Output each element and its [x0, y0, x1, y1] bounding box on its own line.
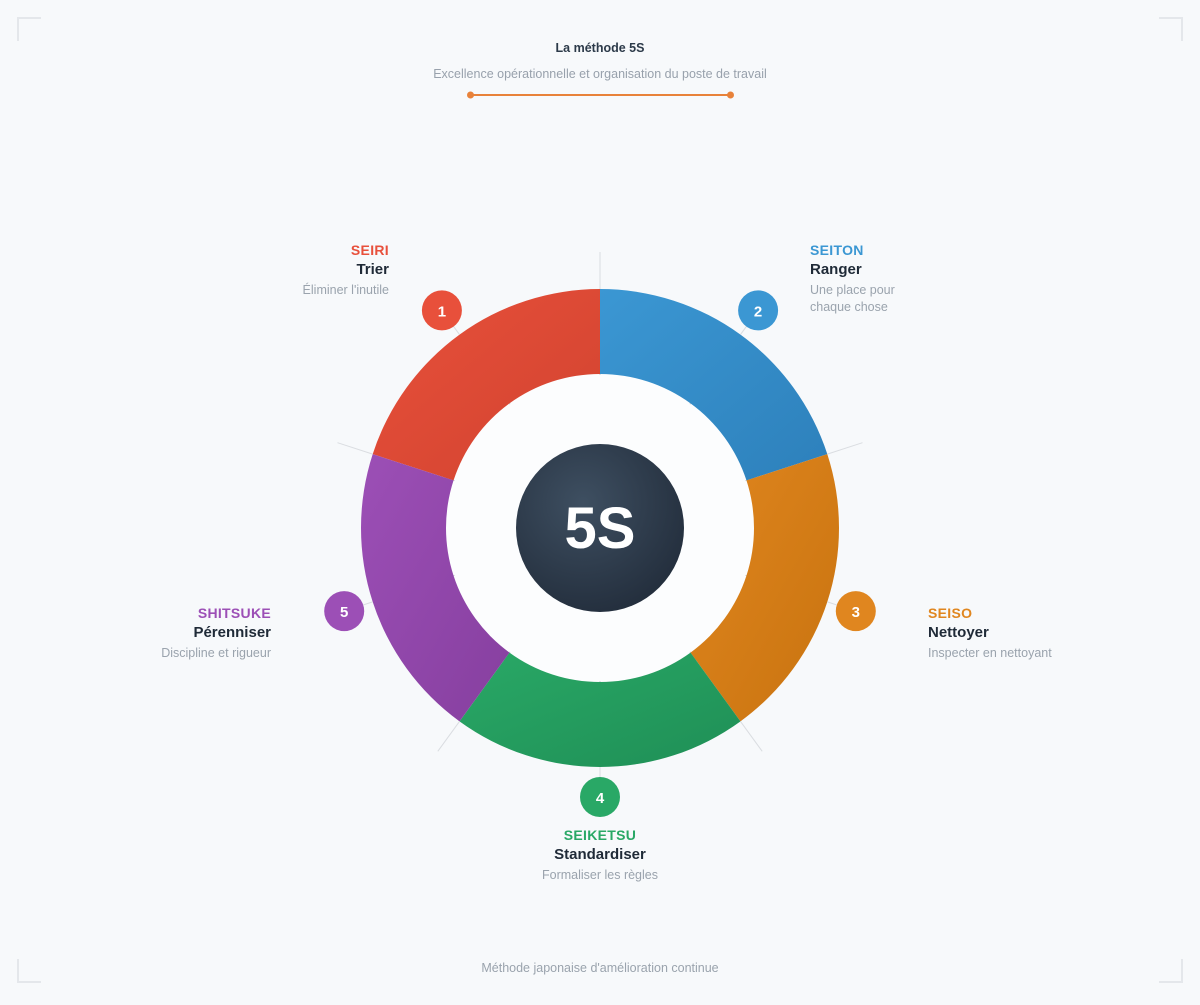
svg-text:1: 1: [438, 303, 446, 320]
svg-text:2: 2: [754, 303, 762, 320]
svg-text:5S: 5S: [565, 496, 636, 561]
svg-text:4: 4: [596, 790, 605, 807]
svg-text:3: 3: [852, 604, 860, 621]
svg-text:5: 5: [340, 604, 348, 621]
